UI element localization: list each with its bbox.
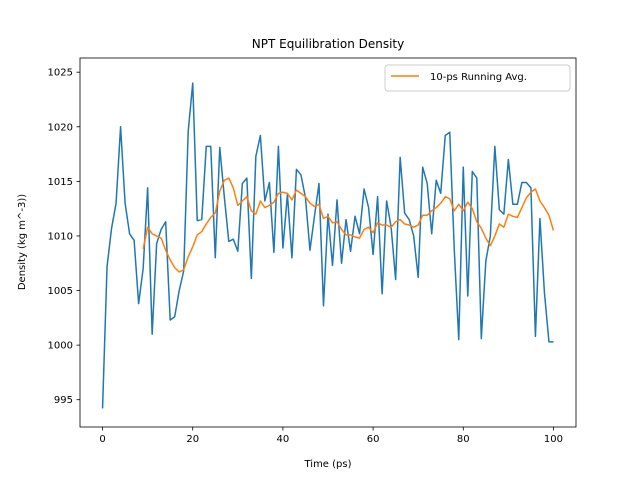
x-tick-label: 20: [186, 434, 199, 445]
x-tick-label: 0: [99, 434, 105, 445]
x-tick-label: 100: [544, 434, 563, 445]
legend-label-running-avg: 10-ps Running Avg.: [430, 72, 527, 83]
y-tick-label: 1005: [48, 286, 73, 297]
axes-frame: [79, 57, 577, 428]
x-axis-ticks: 0 20 40 60 80 100: [99, 427, 563, 445]
x-tick-label: 80: [457, 434, 470, 445]
plot-area: [101, 82, 555, 409]
chart-title: NPT Equilibration Density: [252, 37, 405, 51]
y-tick-label: 1010: [48, 231, 73, 242]
y-axis-ticks: 995 1000 1005 1010 1015 1020 1025: [48, 68, 80, 406]
y-tick-label: 1000: [48, 341, 73, 352]
running-avg-series-line: [142, 177, 555, 273]
x-tick-label: 60: [367, 434, 380, 445]
legend-box: [384, 64, 571, 92]
y-tick-label: 1020: [48, 122, 73, 133]
legend: 10-ps Running Avg.: [384, 64, 571, 92]
x-axis-label: Time (ps): [303, 459, 351, 470]
density-series-line: [101, 82, 554, 409]
y-tick-label: 1015: [48, 177, 73, 188]
y-tick-label: 1025: [48, 68, 73, 79]
x-tick-label: 40: [277, 434, 290, 445]
y-tick-label: 995: [54, 395, 73, 406]
y-axis-label: Density (kg m^-3)): [17, 194, 28, 290]
